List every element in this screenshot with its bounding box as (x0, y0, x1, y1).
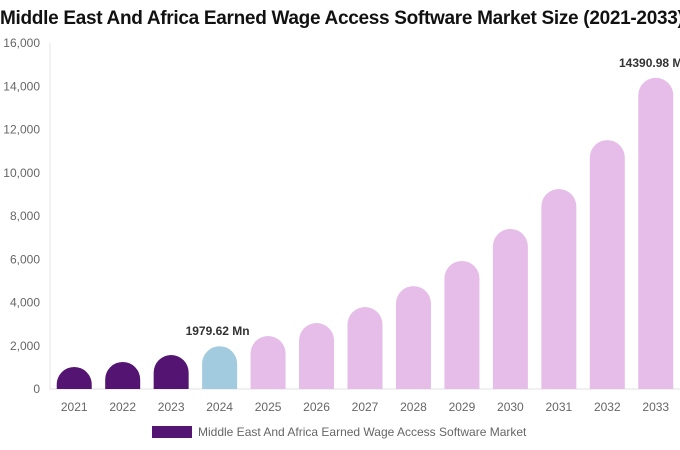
bar-2023 (153, 355, 189, 389)
y-tick-label: 4,000 (10, 296, 40, 310)
bar-2026 (299, 323, 335, 389)
y-tick-label: 10,000 (3, 166, 40, 180)
x-tick-label: 2025 (255, 400, 282, 414)
y-tick-label: 12,000 (3, 123, 40, 137)
bar-2029 (444, 260, 480, 389)
x-tick-label: 2033 (642, 400, 669, 414)
bar-2027 (347, 307, 383, 389)
y-tick-label: 0 (33, 382, 40, 396)
bar-2022 (105, 361, 141, 389)
x-tick-label: 2029 (449, 400, 476, 414)
x-tick-label: 2027 (352, 400, 379, 414)
x-tick-label: 2026 (303, 400, 330, 414)
x-tick-label: 2032 (594, 400, 621, 414)
bar-2024 (202, 346, 238, 389)
x-tick-label: 2024 (206, 400, 233, 414)
x-tick-label: 2028 (400, 400, 427, 414)
y-tick-label: 6,000 (10, 252, 40, 266)
y-tick-label: 2,000 (10, 339, 40, 353)
bar-2021 (56, 366, 92, 389)
data-label: 14390.98 Mn (619, 56, 680, 70)
x-tick-label: 2023 (158, 400, 185, 414)
y-tick-label: 16,000 (3, 36, 40, 50)
bar-2028 (395, 286, 431, 389)
legend-swatch (152, 426, 192, 438)
data-label: 1979.62 Mn (186, 324, 250, 338)
bar-2031 (541, 188, 577, 389)
legend-label: Middle East And Africa Earned Wage Acces… (198, 425, 527, 439)
legend: Middle East And Africa Earned Wage Acces… (152, 425, 526, 439)
bar-2030 (492, 228, 528, 389)
y-tick-label: 14,000 (3, 79, 40, 93)
x-tick-label: 2031 (545, 400, 572, 414)
chart-title: Middle East And Africa Earned Wage Acces… (0, 8, 680, 29)
bar-2025 (250, 336, 286, 389)
x-tick-label: 2021 (61, 400, 88, 414)
bar-2032 (589, 140, 625, 389)
x-tick-label: 2030 (497, 400, 524, 414)
y-tick-label: 8,000 (10, 209, 40, 223)
bar-2033 (638, 77, 674, 389)
x-tick-label: 2022 (109, 400, 136, 414)
